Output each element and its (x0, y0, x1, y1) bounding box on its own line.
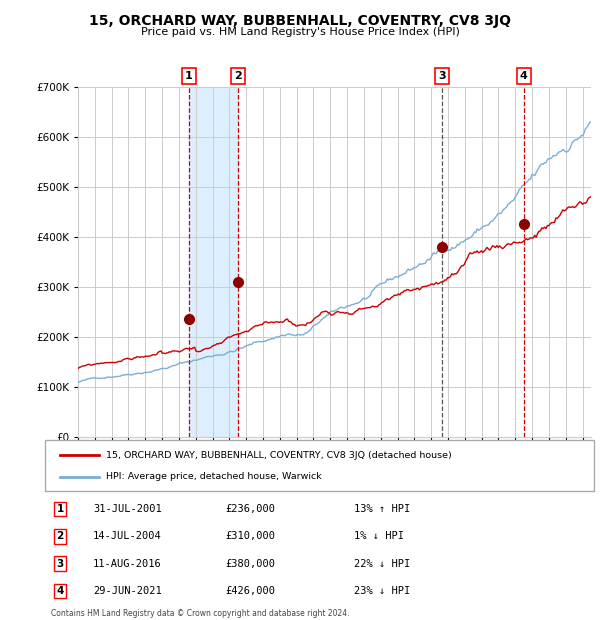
Text: 14-JUL-2004: 14-JUL-2004 (93, 531, 162, 541)
Text: 23% ↓ HPI: 23% ↓ HPI (354, 586, 410, 596)
Text: Contains HM Land Registry data © Crown copyright and database right 2024.: Contains HM Land Registry data © Crown c… (51, 609, 349, 619)
Text: £310,000: £310,000 (225, 531, 275, 541)
Text: 3: 3 (438, 71, 445, 81)
Text: HPI: Average price, detached house, Warwick: HPI: Average price, detached house, Warw… (106, 472, 322, 481)
Text: 4: 4 (56, 586, 64, 596)
Text: 1% ↓ HPI: 1% ↓ HPI (354, 531, 404, 541)
Text: 1: 1 (185, 71, 193, 81)
Text: Price paid vs. HM Land Registry's House Price Index (HPI): Price paid vs. HM Land Registry's House … (140, 27, 460, 37)
Text: 11-AUG-2016: 11-AUG-2016 (93, 559, 162, 569)
Text: 15, ORCHARD WAY, BUBBENHALL, COVENTRY, CV8 3JQ: 15, ORCHARD WAY, BUBBENHALL, COVENTRY, C… (89, 14, 511, 28)
Text: 29-JUN-2021: 29-JUN-2021 (93, 586, 162, 596)
Text: 15, ORCHARD WAY, BUBBENHALL, COVENTRY, CV8 3JQ (detached house): 15, ORCHARD WAY, BUBBENHALL, COVENTRY, C… (106, 451, 452, 460)
Text: £236,000: £236,000 (225, 504, 275, 514)
Text: 2: 2 (56, 531, 64, 541)
Text: £426,000: £426,000 (225, 586, 275, 596)
Text: 2: 2 (235, 71, 242, 81)
Text: 22% ↓ HPI: 22% ↓ HPI (354, 559, 410, 569)
Text: 1: 1 (56, 504, 64, 514)
Text: £380,000: £380,000 (225, 559, 275, 569)
Bar (188, 87, 238, 437)
Text: 31-JUL-2001: 31-JUL-2001 (93, 504, 162, 514)
Text: 3: 3 (56, 559, 64, 569)
Text: 4: 4 (520, 71, 527, 81)
Text: 13% ↑ HPI: 13% ↑ HPI (354, 504, 410, 514)
